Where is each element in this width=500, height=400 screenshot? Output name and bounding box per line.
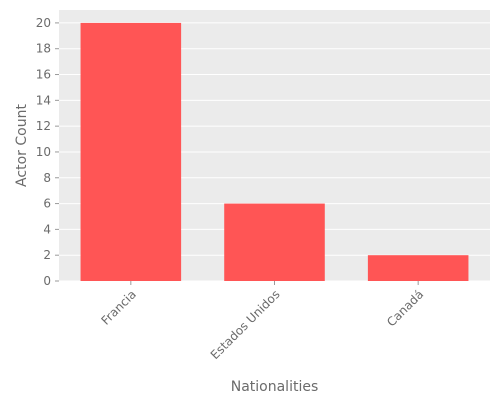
y-tick-label: 16 [36,68,51,82]
x-tick-label: Francia [98,287,138,327]
y-tick-label: 6 [43,197,51,211]
y-tick-label: 12 [36,119,51,133]
y-axis-ticks: 0 2 4 6 8 10 12 14 16 18 20 [36,16,59,288]
y-tick-label: 14 [36,93,51,107]
y-tick-label: 2 [43,248,51,262]
y-axis-title: Actor Count [14,104,30,187]
x-tick-label: Canadá [384,287,426,329]
bars [80,22,469,282]
bar-2 [367,255,469,281]
y-tick-label: 8 [43,171,51,185]
y-tick-label: 10 [36,145,51,159]
y-tick-label: 20 [36,16,51,30]
y-tick-label: 4 [43,222,51,236]
x-axis-ticks: Francia Estados Unidos Canadá [98,281,426,362]
bar-1 [224,203,325,281]
x-axis-title: Nationalities [231,379,319,395]
y-tick-label: 18 [36,42,51,56]
x-tick-label: Estados Unidos [208,287,283,362]
y-tick-label: 0 [43,274,51,288]
bar-0 [80,22,182,282]
